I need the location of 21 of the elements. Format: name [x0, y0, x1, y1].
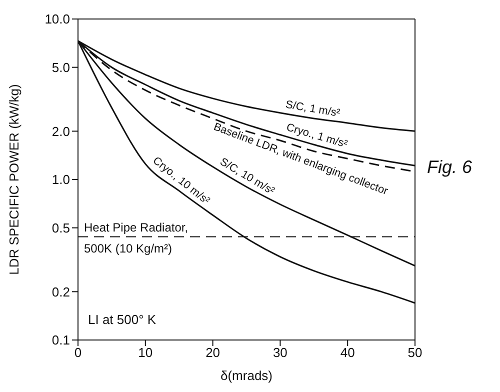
- y-tick-label: 0.1: [52, 332, 70, 348]
- x-tick-label: 50: [408, 345, 422, 360]
- x-axis-title: δ(mrads): [220, 368, 273, 383]
- y-tick-label: 1.0: [52, 172, 70, 188]
- y-tick-label: 0.2: [52, 284, 70, 300]
- y-tick-label: 5.0: [52, 60, 70, 75]
- caption: Fig. 6: [427, 157, 472, 178]
- y-tick-label: 10.0: [44, 12, 70, 27]
- x-tick-label: 10: [138, 345, 153, 360]
- y-tick-label: 2.0: [52, 124, 70, 139]
- text: S/C, 1 m/s²: [284, 98, 342, 120]
- y-axis-title: LDR SPECIFIC POWER (kW/kg): [6, 84, 22, 275]
- x-tick-label: 20: [206, 345, 220, 360]
- x-tick-label: 40: [340, 345, 355, 360]
- x-tick-label: 0: [74, 345, 82, 360]
- ref-line-label: Heat Pipe Radiator, 500K (10 Kg/m²): [84, 220, 188, 256]
- annotation: LI at 500° K: [88, 312, 156, 327]
- y-tick-label: 0.5: [52, 220, 70, 236]
- text: Cryo., 1 m/s²: [284, 121, 349, 151]
- x-tick-label: 30: [272, 345, 288, 360]
- text: S/C, 10 m/s²: [218, 156, 277, 198]
